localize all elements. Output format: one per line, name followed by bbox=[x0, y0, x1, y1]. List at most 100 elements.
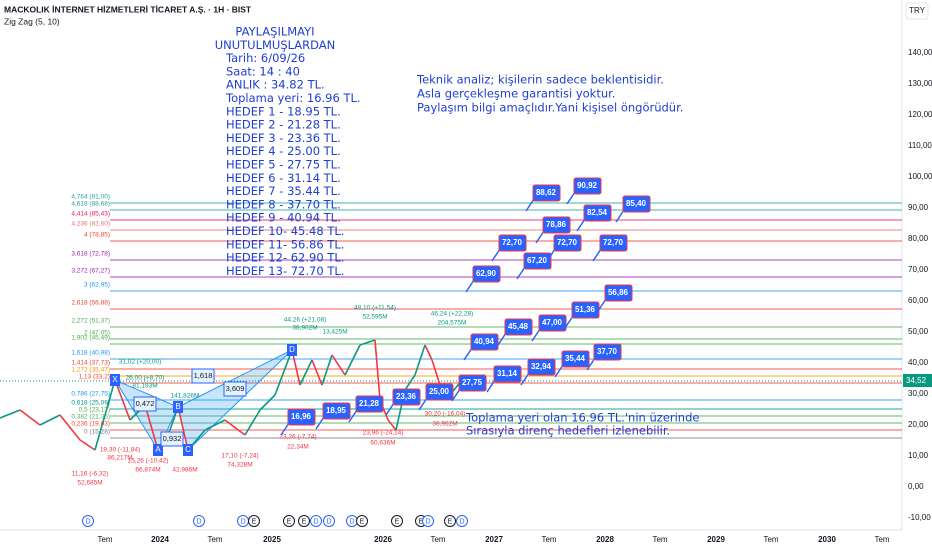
price-segment bbox=[404, 374, 416, 391]
price-segment bbox=[431, 359, 441, 386]
pattern-point-box bbox=[153, 444, 163, 456]
target-box bbox=[493, 365, 522, 383]
price-tick-label: 110,00 bbox=[908, 141, 932, 150]
price-segment bbox=[359, 339, 376, 346]
zigzag-label: 86,217M bbox=[107, 455, 132, 462]
target-pointer bbox=[418, 397, 428, 411]
time-tick-label: 2029 bbox=[707, 535, 725, 544]
share-note-line: HEDEF 3 - 23.36 TL. bbox=[226, 131, 341, 145]
price-segment bbox=[274, 349, 293, 396]
price-tick-label: 80,00 bbox=[908, 234, 929, 243]
event-label: E bbox=[360, 518, 365, 525]
time-tick-label: Tem bbox=[97, 535, 112, 544]
target-label: 82,54 bbox=[587, 208, 608, 217]
last-price-tag bbox=[903, 374, 932, 387]
price-tick-label: 120,00 bbox=[908, 110, 932, 119]
target-pointer bbox=[586, 357, 596, 371]
pattern-point: C bbox=[185, 445, 191, 454]
target-box bbox=[527, 358, 556, 376]
share-note-line: UNUTULMUŞLARDAN bbox=[215, 38, 336, 52]
target-pointer bbox=[535, 230, 545, 244]
fib-level-label: 4 (78,85) bbox=[84, 232, 110, 239]
price-tick-label: 70,00 bbox=[908, 265, 929, 274]
price-segment bbox=[224, 419, 246, 436]
last-price: 34,52 bbox=[906, 376, 927, 385]
target-pointer bbox=[315, 416, 325, 430]
share-note-line: HEDEF 12- 62.90 TL. bbox=[226, 251, 344, 265]
target-label: 21,28 bbox=[359, 399, 380, 408]
target-label: 37,70 bbox=[597, 347, 618, 356]
target-pointer bbox=[576, 218, 586, 232]
fib-level-label: 2 (47,05) bbox=[84, 330, 110, 337]
event-label: E bbox=[419, 518, 424, 525]
target-pointer bbox=[497, 332, 507, 346]
event-label: D bbox=[349, 518, 354, 525]
target-box bbox=[504, 318, 533, 336]
target-pointer bbox=[566, 191, 576, 205]
share-note-line: HEDEF 11- 56.86 TL. bbox=[226, 237, 344, 251]
time-tick-label: 2027 bbox=[485, 535, 503, 544]
share-note-line: HEDEF 1 - 18.95 TL. bbox=[226, 104, 341, 118]
zigzag-label: 74,328M bbox=[227, 462, 252, 469]
share-note-line: ANLIK : 34.82 TL. bbox=[226, 78, 325, 92]
price-segment bbox=[374, 339, 381, 401]
target-label: 40,94 bbox=[474, 337, 495, 346]
target-pointer bbox=[463, 347, 473, 361]
event-label: E bbox=[395, 518, 400, 525]
zigzag-label: 141,826M bbox=[171, 393, 200, 400]
target-pointer bbox=[597, 298, 607, 312]
time-tick-label: Tem bbox=[430, 535, 445, 544]
target-box bbox=[470, 333, 499, 351]
time-tick-label: 2030 bbox=[818, 535, 836, 544]
target-label: 23,36 bbox=[396, 392, 417, 401]
target-pointer bbox=[546, 248, 556, 262]
target-pointer bbox=[491, 248, 501, 262]
price-segment bbox=[39, 414, 61, 426]
share-note-line: PAYLAŞILMAYI bbox=[235, 25, 314, 39]
price-segment bbox=[177, 406, 189, 451]
event-label: D bbox=[326, 518, 331, 525]
currency-button[interactable] bbox=[905, 2, 929, 20]
price-tick-label: -10,00 bbox=[908, 513, 931, 522]
fib-level-label: 2,618 (56,88) bbox=[71, 300, 110, 307]
event-label: D bbox=[313, 518, 318, 525]
fib-level-label: 1,902 (45,49) bbox=[71, 335, 110, 342]
target-label: 31,14 bbox=[497, 369, 518, 378]
price-segment bbox=[414, 344, 426, 376]
target-pointer bbox=[348, 409, 358, 423]
price-segment bbox=[424, 344, 433, 361]
target-box bbox=[322, 402, 351, 420]
fib-level-label: 4,236 (82,60) bbox=[71, 221, 110, 228]
target-label: 90,92 bbox=[577, 181, 598, 190]
share-note-line: HEDEF 9 - 40.94 TL. bbox=[226, 211, 341, 225]
time-tick-label: 2024 bbox=[151, 535, 169, 544]
fib-level-label: 4,618 (88,68) bbox=[71, 201, 110, 208]
fib-level-label: 0 (15,28) bbox=[84, 429, 110, 436]
price-tick-label: 30,00 bbox=[908, 389, 929, 398]
event-marker bbox=[248, 515, 260, 527]
target-pointer bbox=[465, 279, 475, 293]
fib-level-label: 0,786 (27,75) bbox=[71, 391, 110, 398]
zigzag-label: 66,874M bbox=[135, 467, 160, 474]
price-segment bbox=[204, 419, 226, 431]
pattern-ratio: 0,472 bbox=[136, 399, 155, 408]
zigzag-label: 46,24 (+22,28) bbox=[431, 311, 473, 318]
time-tick-label: 2026 bbox=[374, 535, 392, 544]
price-tick-label: 130,00 bbox=[908, 79, 932, 88]
pattern-ratio-box bbox=[191, 368, 215, 384]
pattern-point: B bbox=[175, 402, 180, 411]
zigzag-label: 52,685M bbox=[77, 480, 102, 487]
share-note-line: Tarih: 6/09/26 bbox=[225, 51, 305, 65]
pattern-point: X bbox=[112, 375, 118, 384]
target-box bbox=[538, 314, 567, 332]
pattern-point-box bbox=[183, 444, 193, 456]
zigzag-label: 30,20 (-16,04) bbox=[425, 411, 466, 418]
fib-level-label: 1,618 (40,98) bbox=[71, 350, 110, 357]
price-tick-label: 10,00 bbox=[908, 451, 929, 460]
symbol-title: MACKOLIK İNTERNET HİZMETLERİ TİCARET A.Ş… bbox=[4, 4, 252, 14]
price-segment bbox=[144, 404, 159, 451]
fib-level-label: 1,414 (37,73) bbox=[71, 360, 110, 367]
target-label: 72,70 bbox=[502, 238, 523, 247]
currency[interactable]: TRY bbox=[909, 6, 926, 15]
